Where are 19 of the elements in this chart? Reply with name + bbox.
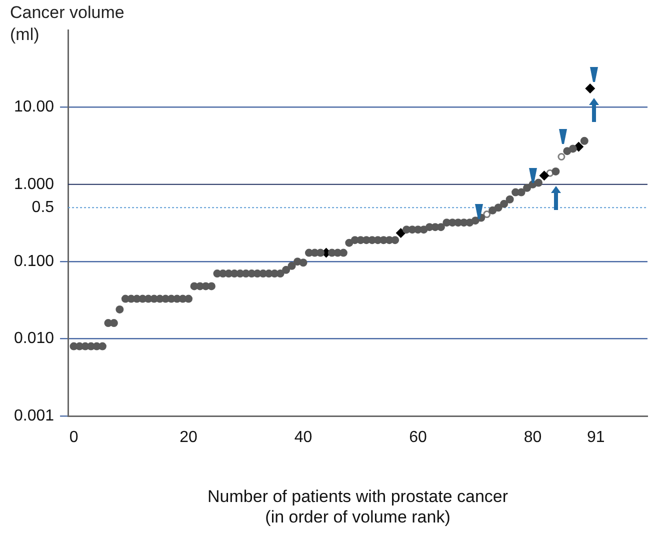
y-tick-label: 0.001	[14, 407, 54, 424]
x-tick-label: 91	[586, 429, 605, 446]
point	[558, 153, 566, 161]
x-tick-label: 60	[409, 429, 428, 446]
y-tick-label: 0.100	[14, 253, 54, 270]
point	[539, 170, 550, 181]
y-tick-label: 10.00	[14, 98, 54, 116]
point	[483, 210, 491, 218]
x-tick-label: 40	[294, 429, 312, 446]
point	[396, 228, 406, 238]
x-axis-title: Number of patients with prostate cancer (in order of volume rank)	[208, 487, 508, 526]
y-tick-label: 1.000	[14, 176, 54, 193]
y-tick-label: 0.5	[32, 199, 54, 216]
y-tick-label: 0.010	[14, 330, 54, 348]
x-tick-label: 0	[69, 429, 78, 446]
x-tick-label: 80	[524, 429, 542, 446]
x-tick-label: 20	[180, 429, 198, 446]
y-axis-title: Cancer volume (ml)	[10, 2, 124, 46]
point	[585, 83, 596, 94]
